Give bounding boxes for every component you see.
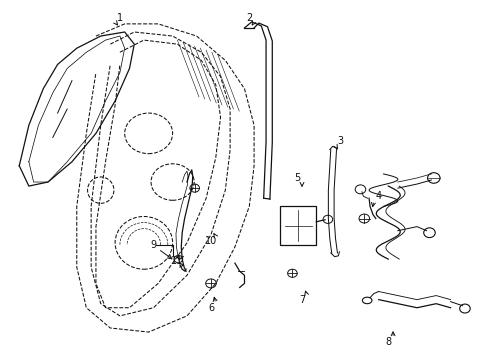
Text: 6: 6 [207,303,214,313]
Bar [280,206,316,245]
Text: 10: 10 [204,236,217,246]
Text: 8: 8 [385,337,390,347]
Text: 11: 11 [171,256,183,266]
Text: 9: 9 [150,240,156,250]
Text: 3: 3 [337,136,343,147]
Text: 4: 4 [375,191,381,201]
Text: 1: 1 [117,13,122,23]
Text: 2: 2 [245,13,252,23]
Text: 5: 5 [293,173,300,183]
Text: 7: 7 [298,294,305,305]
